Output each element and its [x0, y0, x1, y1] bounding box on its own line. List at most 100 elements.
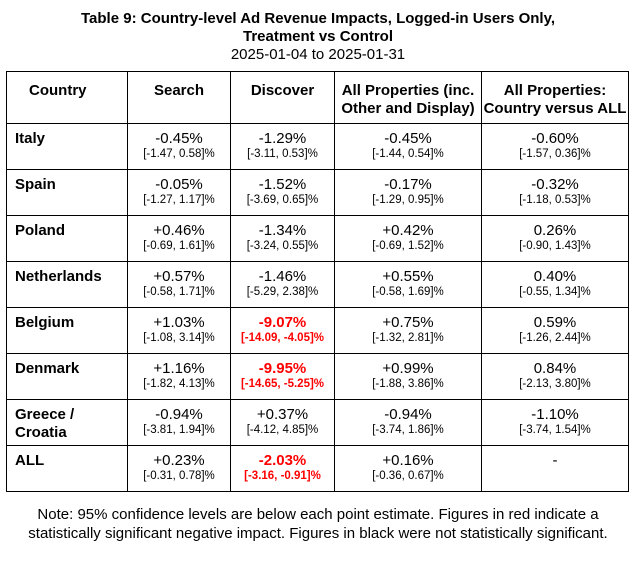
point-estimate: +0.57% [153, 268, 205, 285]
country-cell: Belgium [6, 307, 128, 354]
title-line-2: Treatment vs Control [242, 28, 394, 45]
table-row: Poland +0.46% [-0.69, 1.61]% -1.34% [-3.24… [6, 215, 629, 262]
header-all-properties: All Properties (inc. Other and Display) [334, 71, 482, 124]
all-properties-cell: -0.45% [-1.44, 0.54]% [334, 123, 482, 170]
discover-cell-significant: -9.07% [-14.09, -4.05]% [230, 307, 335, 354]
confidence-interval: [-3.11, 0.53]% [247, 148, 318, 160]
date-range: 2025-01-04 to 2025-01-31 [230, 46, 406, 63]
point-estimate: +0.75% [382, 314, 434, 331]
country-cell: Italy [6, 123, 128, 170]
country-vs-all-cell: 0.84% [-2.13, 3.80]% [481, 353, 629, 400]
note-line-2: statistically significant negative impac… [28, 525, 608, 542]
table-row: ALL +0.23% [-0.31, 0.78]% -2.03% [-3.16, -… [6, 445, 629, 492]
point-estimate: -1.52% [258, 176, 307, 193]
discover-cell: -1.46% [-5.29, 2.38]% [230, 261, 335, 308]
point-estimate: 0.26% [533, 222, 577, 239]
point-estimate: -0.17% [384, 176, 432, 193]
header-discover: Discover [230, 71, 335, 124]
confidence-interval: [-3.81, 1.94]% [143, 424, 215, 436]
table-note: Note: 95% confidence levels are below ea… [0, 505, 636, 543]
discover-cell: -1.29% [-3.11, 0.53]% [230, 123, 335, 170]
country-cell: Denmark [6, 353, 128, 400]
point-estimate: - [552, 452, 558, 469]
all-properties-cell: +0.42% [-0.69, 1.52]% [334, 215, 482, 262]
search-cell: +0.23% [-0.31, 0.78]% [127, 445, 231, 492]
title-line-1: Table 9: Country-level Ad Revenue Impact… [81, 10, 555, 27]
all-properties-cell: -0.17% [-1.29, 0.95]% [334, 169, 482, 216]
table-row: Netherlands +0.57% [-0.58, 1.71]% -1.46%[… [6, 261, 629, 308]
confidence-interval: [-5.29, 2.38]% [246, 286, 319, 298]
country-vs-all-cell: -1.10% [-3.74, 1.54]% [481, 399, 629, 446]
search-cell: +0.46% [-0.69, 1.61]% [127, 215, 231, 262]
confidence-interval: [-3.16, -0.91]% [244, 470, 321, 482]
confidence-interval: [-1.26, 2.44]% [519, 332, 591, 344]
all-properties-cell: +0.99% [-1.88, 3.86]% [334, 353, 482, 400]
country-cell: Netherlands [6, 261, 128, 308]
point-estimate: -9.95% [258, 360, 307, 377]
table-row: Spain -0.05% [-1.27, 1.17]% -1.52% [-3.69,… [6, 169, 629, 216]
confidence-interval: [-0.31, 0.78]% [143, 470, 215, 482]
point-estimate: -0.94% [384, 406, 432, 423]
confidence-interval: [-1.29, 0.95]% [372, 194, 444, 206]
confidence-interval: [-1.82, 4.13]% [143, 378, 215, 390]
confidence-interval: [-1.08, 3.14]% [143, 332, 215, 344]
confidence-interval: [-0.69, 1.61]% [143, 240, 215, 252]
confidence-interval: [-0.36, 0.67]% [372, 470, 444, 482]
confidence-interval: [-14.65, -5.25]% [240, 378, 325, 390]
table-row: Greece / Croatia -0.94% [-3.81, 1.94]% +0… [6, 399, 629, 446]
point-estimate: -2.03% [258, 452, 307, 469]
country-cell: ALL [6, 445, 128, 492]
confidence-interval: [-2.13, 3.80]% [519, 378, 591, 390]
point-estimate: -1.29% [258, 130, 307, 147]
point-estimate: +0.42% [382, 222, 434, 239]
table-row: Denmark +1.16% [-1.82, 4.13]% -9.95% [-14.… [6, 353, 629, 400]
point-estimate: -0.05% [155, 176, 203, 193]
point-estimate: -9.07% [258, 314, 307, 331]
point-estimate: +0.99% [382, 360, 434, 377]
point-estimate: -0.45% [155, 130, 203, 147]
point-estimate: +0.46% [153, 222, 205, 239]
confidence-interval: [-0.58, 1.69]% [372, 286, 444, 298]
all-properties-cell: +0.75% [-1.32, 2.81]% [334, 307, 482, 354]
discover-cell: -1.52% [-3.69, 0.65]% [230, 169, 335, 216]
confidence-interval: [-3.24, 0.55]% [246, 240, 319, 252]
header-search: Search [127, 71, 231, 124]
discover-cell: -1.34% [-3.24, 0.55]% [230, 215, 335, 262]
point-estimate: -0.94% [155, 406, 203, 423]
table-row: Belgium +1.03% [-1.08, 3.14]% -9.07% [-14.… [6, 307, 629, 354]
country-vs-all-cell: 0.26% [-0.90, 1.43]% [481, 215, 629, 262]
point-estimate: 0.40% [533, 268, 577, 285]
confidence-interval: [-3.74, 1.86]% [372, 424, 444, 436]
table-title: Table 9: Country-level Ad Revenue Impact… [0, 10, 636, 64]
point-estimate: +1.16% [153, 360, 205, 377]
header-country: Country [6, 71, 128, 124]
all-properties-cell: -0.94% [-3.74, 1.86]% [334, 399, 482, 446]
search-cell: -0.45% [-1.47, 0.58]% [127, 123, 231, 170]
confidence-interval: [-0.55, 1.34]% [519, 286, 591, 298]
confidence-interval: [-1.47, 0.58]% [143, 148, 215, 160]
search-cell: +1.16% [-1.82, 4.13]% [127, 353, 231, 400]
all-properties-cell: +0.16% [-0.36, 0.67]% [334, 445, 482, 492]
point-estimate: -1.34% [258, 222, 307, 239]
point-estimate: +1.03% [153, 314, 205, 331]
country-vs-all-cell: 0.40% [-0.55, 1.34]% [481, 261, 629, 308]
confidence-interval: [-1.57, 0.36]% [519, 148, 591, 160]
point-estimate: +0.37% [256, 406, 309, 423]
header-row: Country Search Discover All Properties (… [6, 71, 629, 124]
point-estimate: 0.84% [533, 360, 577, 377]
point-estimate: +0.16% [382, 452, 434, 469]
revenue-table: Country Search Discover All Properties (… [6, 71, 629, 492]
discover-cell-significant: -9.95% [-14.65, -5.25]% [230, 353, 335, 400]
country-cell: Spain [6, 169, 128, 216]
point-estimate: -0.60% [531, 130, 579, 147]
search-cell: -0.05% [-1.27, 1.17]% [127, 169, 231, 216]
header-country-vs-all: All Properties: Country versus ALL [481, 71, 629, 124]
point-estimate: -0.45% [384, 130, 432, 147]
confidence-interval: [-1.18, 0.53]% [519, 194, 591, 206]
confidence-interval: [-1.27, 1.17]% [143, 194, 215, 206]
point-estimate: +0.23% [153, 452, 205, 469]
confidence-interval: [-1.44, 0.54]% [372, 148, 444, 160]
country-cell: Greece / Croatia [6, 399, 128, 446]
all-properties-cell: +0.55% [-0.58, 1.69]% [334, 261, 482, 308]
